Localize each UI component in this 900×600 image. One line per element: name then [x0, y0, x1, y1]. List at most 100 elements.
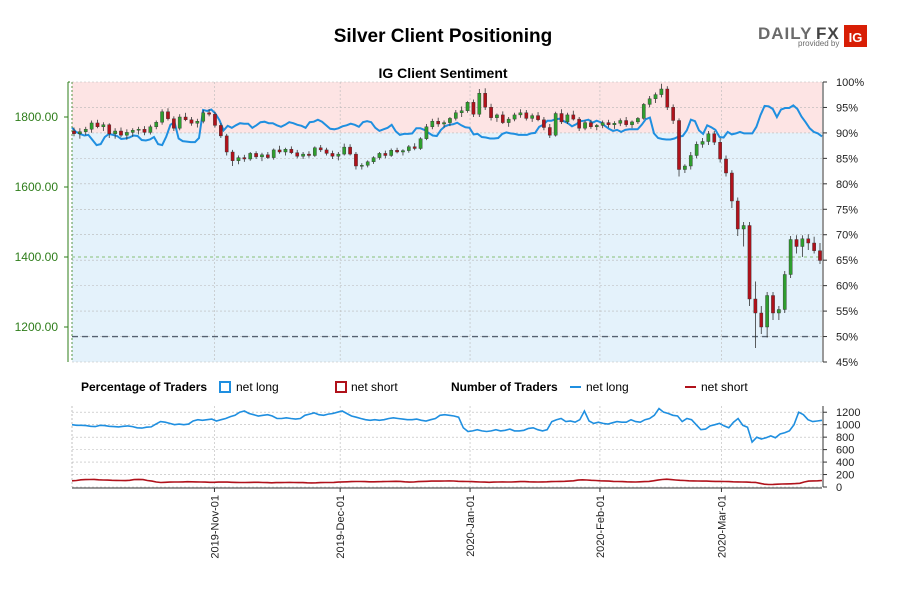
candle-body: [559, 113, 564, 123]
candle-body: [477, 92, 482, 115]
candle-body: [301, 153, 305, 157]
net-long-percentage-line: [71, 104, 823, 147]
candle-body: [330, 153, 335, 157]
candle-body: [442, 122, 446, 125]
candle-body: [224, 135, 229, 153]
candle-body: [753, 298, 758, 314]
candle-body: [800, 238, 805, 247]
candle-body: [230, 151, 235, 161]
candle-body: [495, 114, 499, 118]
candle-body: [777, 309, 781, 314]
net-short-traders-line: [71, 478, 823, 486]
candle-body: [418, 138, 423, 149]
legend-short-box-icon: [335, 381, 347, 393]
candle-body: [618, 120, 623, 124]
candle-body: [183, 116, 188, 120]
candle-body: [318, 147, 323, 151]
candle-body: [730, 172, 734, 202]
candle-body: [771, 295, 775, 314]
logo-brand-right: FX: [816, 24, 840, 43]
candle-body: [653, 94, 658, 99]
traders-tick-label: 1000: [836, 420, 860, 432]
candle-body: [412, 146, 417, 149]
candle-body: [741, 225, 746, 230]
candle-body: [342, 146, 347, 155]
candle-body: [360, 165, 364, 167]
candle-body: [271, 149, 276, 158]
pct-tick-label: 75%: [836, 204, 858, 216]
candle-body: [89, 122, 94, 130]
date-axis: 2019-Nov-01 2019-Dec-01 2020-Jan-01 2020-Fe…: [72, 487, 822, 559]
candle-body: [459, 110, 464, 113]
candle-body: [113, 130, 117, 134]
candle-body: [600, 122, 605, 126]
candle-body: [571, 114, 576, 120]
candle-body: [125, 132, 129, 136]
candle-body: [172, 118, 176, 129]
pct-tick-label: 50%: [836, 332, 858, 344]
candle-body: [683, 165, 687, 170]
candle-body: [295, 152, 300, 157]
candle-body: [735, 200, 740, 230]
legend: Percentage of Traders net long net short…: [81, 380, 748, 394]
candle-body: [818, 250, 822, 261]
net-long-zone: [72, 132, 822, 362]
pct-tick-label: 90%: [836, 128, 858, 140]
candle-body: [313, 147, 317, 156]
candle-body: [72, 130, 76, 134]
candle-body: [148, 126, 153, 133]
candle-body: [641, 104, 646, 119]
candle-body: [130, 130, 135, 133]
date-tick-label: 2020-Jan-01: [465, 495, 477, 557]
pct-tick-label: 70%: [836, 230, 858, 242]
candle-body: [453, 112, 458, 119]
candle-body: [700, 141, 705, 145]
candle-body: [759, 312, 764, 328]
candle-body: [119, 130, 123, 136]
candle-body: [101, 124, 106, 127]
price-tick-label: 1800.00: [15, 110, 59, 124]
price-gridlines: [72, 81, 822, 363]
candle-body: [424, 126, 429, 139]
candle-body: [324, 149, 329, 154]
candle-body: [765, 295, 769, 328]
legend-pct-net-short: net short: [351, 380, 398, 394]
dailyfx-logo: DAILY FX provided by IG: [758, 24, 867, 48]
pct-tick-label: 80%: [836, 179, 858, 191]
candle-body: [536, 115, 540, 120]
candle-body: [565, 114, 570, 123]
traders-tick-label: 600: [836, 445, 854, 457]
candle-body: [489, 106, 493, 118]
legend-num-net-short: net short: [701, 380, 748, 394]
candle-body: [636, 118, 640, 123]
candle-body: [524, 112, 529, 119]
candle-body: [612, 123, 617, 125]
candle-body: [647, 98, 652, 105]
pct-tick-label: 60%: [836, 281, 858, 293]
candle-body: [248, 153, 253, 160]
candle-body: [407, 146, 411, 151]
candle-body: [78, 131, 82, 134]
date-tick-label: 2019-Nov-01: [209, 495, 221, 559]
price-panel: 1200.00 1400.00 1600.00 1800.00 45% 50% 55% 60…: [15, 77, 865, 369]
legend-long-box-icon: [219, 381, 231, 393]
candlestick-series: [72, 83, 822, 348]
date-tick-label: 2020-Feb-01: [595, 495, 607, 558]
candle-body: [430, 120, 435, 127]
candle-body: [606, 122, 611, 125]
candle-body: [794, 239, 799, 247]
candle-body: [177, 116, 182, 129]
candle-body: [530, 115, 534, 119]
candle-body: [747, 225, 752, 300]
candle-body: [154, 122, 159, 128]
candle-body: [307, 153, 311, 156]
traders-tick-label: 400: [836, 457, 854, 469]
traders-tick-label: 1200: [836, 407, 860, 419]
pct-tick-label: 45%: [836, 357, 858, 369]
legend-number-heading: Number of Traders: [451, 380, 558, 394]
candle-body: [671, 106, 675, 121]
candle-body: [260, 154, 264, 158]
chart-subtitle: IG Client Sentiment: [378, 65, 507, 81]
